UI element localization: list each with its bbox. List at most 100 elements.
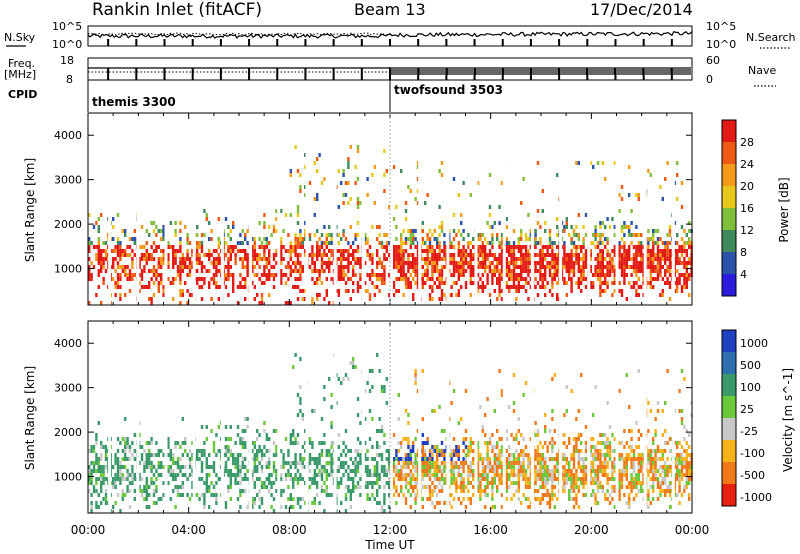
data-cell	[150, 297, 153, 301]
data-cell	[424, 241, 427, 245]
data-cell	[601, 465, 604, 469]
data-cell	[551, 469, 554, 473]
data-cell	[140, 457, 144, 461]
data-cell	[563, 249, 566, 253]
data-cell	[592, 437, 595, 441]
data-cell	[188, 265, 192, 269]
data-cell	[512, 493, 516, 497]
data-cell	[292, 461, 295, 465]
data-cell	[625, 477, 628, 481]
data-cell	[208, 221, 211, 225]
data-cell	[337, 481, 340, 485]
data-cell	[172, 477, 175, 481]
data-cell	[493, 473, 496, 477]
data-cell	[395, 489, 398, 493]
data-cell	[227, 265, 230, 269]
data-cell	[512, 401, 516, 405]
data-cell	[517, 453, 520, 457]
data-cell	[344, 429, 348, 433]
data-cell	[661, 253, 664, 257]
data-cell	[373, 465, 376, 469]
freq-tick-top: 18	[60, 54, 74, 67]
data-cell	[253, 465, 256, 469]
data-cell	[604, 493, 607, 497]
data-cell	[227, 273, 230, 277]
data-cell	[632, 453, 636, 457]
data-cell	[596, 257, 600, 261]
data-cell	[656, 445, 660, 449]
data-cell	[577, 253, 580, 257]
data-cell	[541, 497, 544, 501]
data-cell	[148, 485, 151, 489]
data-gap	[446, 113, 450, 305]
data-cell	[467, 233, 470, 237]
data-cell	[637, 265, 640, 269]
data-cell	[251, 441, 254, 445]
data-cell	[548, 245, 552, 249]
data-cell	[678, 273, 681, 277]
data-cell	[500, 257, 504, 261]
data-cell	[457, 269, 460, 273]
data-cell	[512, 481, 516, 485]
data-cell	[476, 281, 480, 285]
data-cell	[455, 465, 458, 469]
data-cell	[352, 489, 355, 493]
data-cell	[457, 453, 460, 457]
data-cell	[203, 441, 206, 445]
data-cell	[469, 249, 472, 253]
data-cell	[647, 281, 650, 285]
data-cell	[500, 389, 504, 393]
data-cell	[522, 269, 525, 273]
data-cell	[263, 265, 266, 269]
data-cell	[630, 233, 633, 237]
data-cell	[412, 265, 415, 269]
data-cell	[100, 445, 103, 449]
data-cell	[97, 261, 100, 265]
data-cell	[364, 261, 367, 265]
data-cell	[191, 441, 194, 445]
data-cell	[366, 381, 369, 385]
data-cell	[244, 297, 247, 301]
data-cell	[524, 473, 528, 477]
data-cell	[378, 233, 381, 237]
data-cell	[409, 229, 412, 233]
data-cell	[244, 441, 247, 445]
data-cell	[649, 257, 652, 261]
data-cell	[568, 273, 571, 277]
data-cell	[191, 469, 194, 473]
colorbar-tick-label: 8	[740, 246, 747, 259]
data-cell	[404, 241, 408, 245]
data-cell	[680, 225, 684, 229]
data-cell	[680, 253, 684, 257]
noise-right-tick-bottom: 10^0	[706, 38, 736, 51]
data-cell	[606, 453, 609, 457]
data-cell	[121, 265, 124, 269]
data-cell	[359, 477, 362, 481]
data-cell	[116, 261, 120, 265]
data-cell	[395, 485, 398, 489]
data-cell	[546, 245, 549, 249]
data-cell	[241, 257, 244, 261]
data-cell	[565, 253, 568, 257]
data-cell	[649, 261, 652, 265]
data-cell	[251, 281, 254, 285]
data-cell	[224, 425, 228, 429]
data-cell	[392, 281, 396, 285]
data-cell	[632, 465, 636, 469]
data-cell	[416, 473, 420, 477]
data-cell	[354, 249, 357, 253]
data-cell	[683, 241, 686, 245]
data-cell	[450, 449, 453, 453]
data-cell	[263, 237, 266, 241]
data-cell	[116, 465, 120, 469]
data-cell	[366, 473, 369, 477]
colorbar-frame	[721, 119, 737, 297]
data-cell	[313, 269, 316, 273]
data-cell	[330, 405, 333, 409]
data-cell	[337, 293, 340, 297]
data-cell	[227, 245, 230, 249]
data-cell	[414, 257, 417, 261]
data-cell	[294, 461, 297, 465]
data-cell	[174, 229, 177, 233]
colorbar-tick-label: 16	[740, 202, 754, 215]
